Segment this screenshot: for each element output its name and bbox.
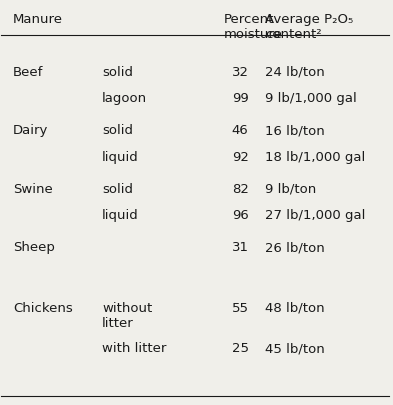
Text: 99: 99	[232, 92, 249, 105]
Text: Sheep: Sheep	[13, 241, 55, 254]
Text: Percent
moisture: Percent moisture	[224, 13, 283, 41]
Text: Swine: Swine	[13, 182, 53, 195]
Text: 16 lb/ton: 16 lb/ton	[265, 124, 325, 137]
Text: liquid: liquid	[102, 209, 139, 222]
Text: 24 lb/ton: 24 lb/ton	[265, 66, 325, 79]
Text: 46: 46	[232, 124, 249, 137]
Text: 96: 96	[232, 209, 249, 222]
Text: without
litter: without litter	[102, 301, 152, 329]
Text: 48 lb/ton: 48 lb/ton	[265, 301, 324, 314]
Text: 9 lb/1,000 gal: 9 lb/1,000 gal	[265, 92, 356, 105]
Text: 32: 32	[232, 66, 249, 79]
Text: Chickens: Chickens	[13, 301, 73, 314]
Text: solid: solid	[102, 66, 133, 79]
Text: 25: 25	[232, 341, 249, 354]
Text: 18 lb/1,000 gal: 18 lb/1,000 gal	[265, 150, 365, 163]
Text: 31: 31	[232, 241, 249, 254]
Text: 55: 55	[232, 301, 249, 314]
Text: 27 lb/1,000 gal: 27 lb/1,000 gal	[265, 209, 365, 222]
Text: Beef: Beef	[13, 66, 43, 79]
Text: 92: 92	[232, 150, 249, 163]
Text: 82: 82	[232, 182, 249, 195]
Text: solid: solid	[102, 124, 133, 137]
Text: solid: solid	[102, 182, 133, 195]
Text: with litter: with litter	[102, 341, 167, 354]
Text: liquid: liquid	[102, 150, 139, 163]
Text: 9 lb/ton: 9 lb/ton	[265, 182, 316, 195]
Text: Dairy: Dairy	[13, 124, 48, 137]
Text: Manure: Manure	[13, 13, 63, 26]
Text: 45 lb/ton: 45 lb/ton	[265, 341, 325, 354]
Text: lagoon: lagoon	[102, 92, 147, 105]
Text: Average P₂O₅
content²: Average P₂O₅ content²	[265, 13, 353, 41]
Text: 26 lb/ton: 26 lb/ton	[265, 241, 325, 254]
